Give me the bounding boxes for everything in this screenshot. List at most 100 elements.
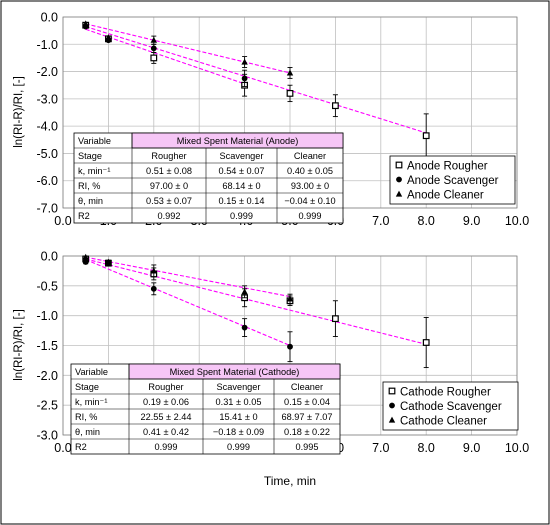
x-tick-label: 10.0 xyxy=(505,214,529,228)
table-row-label: RI, % xyxy=(75,412,97,422)
table-header-stage-name: Rougher xyxy=(151,151,186,161)
data-point xyxy=(286,89,294,97)
x-tick-label: 8.0 xyxy=(418,214,435,228)
y-axis-title: ln(RI-R)/RI, [-] xyxy=(13,76,25,148)
parameter-table: Variable Mixed Spent Material (Anode) Stag… xyxy=(73,132,344,224)
data-point xyxy=(82,253,89,260)
table-cell: 0.999 xyxy=(227,442,250,452)
table-header-variable: Variable xyxy=(78,136,111,146)
data-point xyxy=(241,58,248,65)
x-tick-label: 0.0 xyxy=(54,441,71,455)
fit-line xyxy=(85,28,245,85)
table-header-stage-name: Cleaner xyxy=(291,382,323,392)
y-tick-label: -6.0 xyxy=(36,174,58,188)
table-row-label: k, min⁻¹ xyxy=(78,166,110,176)
legend-marker xyxy=(395,161,403,169)
table-cell: 0.999 xyxy=(230,211,253,221)
legend-label: Anode Scavenger xyxy=(407,175,499,187)
fit-line xyxy=(85,256,291,298)
table-header-variable: Variable xyxy=(75,367,108,377)
data-point xyxy=(241,324,248,331)
y-tick-label: -1.0 xyxy=(36,38,58,52)
data-point xyxy=(150,54,158,62)
y-tick-label: -2.0 xyxy=(36,369,58,383)
table-cell: 68.97 ± 7.07 xyxy=(281,412,332,422)
table-header-stage-name: Cleaner xyxy=(294,151,326,161)
legend-label: Anode Cleaner xyxy=(407,190,484,202)
y-tick-label: -1.5 xyxy=(36,339,58,353)
data-point xyxy=(82,259,89,265)
table-cell: 0.54 ± 0.07 xyxy=(219,166,265,176)
y-tick-label: -1.0 xyxy=(36,309,58,323)
table-cell: 15.41 ± 0 xyxy=(219,412,257,422)
legend-marker xyxy=(396,176,402,183)
data-point xyxy=(422,339,430,346)
table-title: Mixed Spent Material (Cathode) xyxy=(170,367,300,377)
y-tick-label: -7.0 xyxy=(36,202,58,216)
table-cell: 0.31 ± 0.05 xyxy=(216,397,262,407)
y-tick-label: -3.0 xyxy=(36,92,58,106)
y-tick-label: -4.0 xyxy=(36,120,58,134)
table-row-label: k, min⁻¹ xyxy=(75,397,107,407)
x-tick-label: 9.0 xyxy=(463,214,480,228)
table-cell: −0.04 ± 0.10 xyxy=(284,196,335,206)
y-tick-label: -2.0 xyxy=(36,65,58,79)
data-point xyxy=(105,258,112,265)
table-cell: 0.41 ± 0.42 xyxy=(143,427,189,437)
data-point xyxy=(150,267,157,274)
legend-marker xyxy=(395,190,403,197)
table-header-stage-name: Scavenger xyxy=(217,382,261,392)
cathode-chart: 0.01.02.03.04.05.06.07.08.09.010.00.0-0.… xyxy=(13,250,529,489)
data-point xyxy=(286,69,294,76)
data-point xyxy=(287,343,293,350)
table-cell: 0.999 xyxy=(299,211,322,221)
data-point xyxy=(150,285,157,292)
legend-label: Cathode Cleaner xyxy=(400,416,487,428)
table-title: Mixed Spent Material (Anode) xyxy=(177,136,299,146)
parameter-table: Variable Mixed Spent Material (Cathode) St… xyxy=(70,363,341,455)
data-point xyxy=(286,295,294,302)
fit-line xyxy=(85,258,427,345)
fit-line xyxy=(85,259,291,347)
table-cell: 93.00 ± 0 xyxy=(291,181,329,191)
data-point xyxy=(332,315,339,323)
table-cell: 0.995 xyxy=(296,442,319,452)
legend-marker xyxy=(388,416,396,423)
table-row-label: θ, min xyxy=(75,427,100,437)
fit-line xyxy=(85,26,427,134)
legend: Anode Rougher Anode Scavenger Anode Cleane… xyxy=(389,155,516,205)
table-cell: 0.19 ± 0.06 xyxy=(143,397,189,407)
table-row-label: R2 xyxy=(78,211,90,221)
table-cell: 68.14 ± 0 xyxy=(222,181,260,191)
table-cell: −0.18 ± 0.09 xyxy=(213,427,264,437)
table-row-label: RI, % xyxy=(78,181,100,191)
legend-marker xyxy=(388,387,396,395)
table-row-label: R2 xyxy=(75,442,87,452)
table-cell: 0.51 ± 0.08 xyxy=(146,166,192,176)
data-point xyxy=(332,102,339,110)
table-row-label: θ, min xyxy=(78,196,103,206)
x-axis-title: Time, min xyxy=(264,474,316,488)
y-axis-title: ln(RI-R)/RI, [-] xyxy=(13,309,25,381)
y-tick-label: -3.0 xyxy=(36,429,58,443)
data-point xyxy=(150,36,157,43)
table-header-stage: Stage xyxy=(78,151,102,161)
table-cell: 22.55 ± 2.44 xyxy=(140,412,191,422)
legend-marker xyxy=(389,402,395,409)
table-cell: 0.53 ± 0.07 xyxy=(146,196,192,206)
fit-line xyxy=(85,23,291,74)
table-cell: 0.992 xyxy=(158,211,181,221)
legend-box xyxy=(382,381,519,431)
y-tick-label: -5.0 xyxy=(36,147,58,161)
data-point xyxy=(422,132,430,140)
table-cell: 0.18 ± 0.22 xyxy=(284,427,330,437)
data-point xyxy=(241,75,248,82)
x-tick-label: 7.0 xyxy=(372,441,389,455)
legend-box xyxy=(389,155,516,205)
table-cell: 0.40 ± 0.05 xyxy=(287,166,333,176)
x-tick-label: 7.0 xyxy=(372,214,389,228)
table-header-stage-name: Scavenger xyxy=(220,151,264,161)
data-point xyxy=(82,20,89,27)
table-cell: 0.999 xyxy=(155,442,178,452)
